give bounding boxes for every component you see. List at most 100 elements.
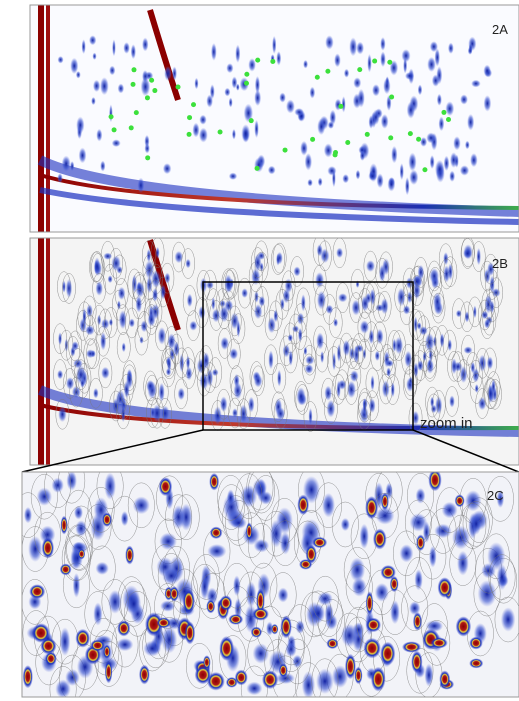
spot (226, 677, 238, 688)
spot (403, 305, 410, 314)
spot (460, 94, 468, 104)
spot (206, 600, 215, 614)
spot (78, 549, 85, 560)
spot (57, 370, 63, 379)
spot (345, 654, 356, 679)
spot (252, 607, 269, 620)
spot (152, 288, 158, 302)
spot (447, 339, 452, 351)
marker (131, 82, 136, 87)
spot (303, 60, 308, 69)
spot (96, 281, 103, 296)
spot (121, 511, 129, 526)
marker (255, 166, 260, 171)
spot (453, 136, 460, 150)
marker (244, 81, 249, 86)
spot (100, 77, 109, 95)
spot (326, 638, 338, 649)
marker (315, 75, 320, 80)
spot (276, 253, 280, 265)
spot (198, 306, 205, 319)
spot (332, 352, 336, 370)
spot (185, 621, 196, 644)
spot (254, 90, 261, 106)
spot (42, 537, 54, 558)
spot (108, 275, 113, 283)
spot (232, 408, 238, 417)
spot (380, 51, 386, 67)
spot (439, 116, 445, 131)
spot (175, 251, 184, 263)
spot (60, 627, 71, 656)
spot (490, 275, 495, 293)
spot (186, 367, 193, 381)
spot (307, 179, 312, 187)
spot (361, 296, 369, 312)
spot (93, 602, 102, 625)
spot (232, 129, 236, 140)
spot (375, 351, 380, 361)
spot (279, 93, 286, 103)
spot (460, 165, 469, 176)
spot (109, 104, 113, 122)
spot (414, 316, 418, 332)
spot (126, 592, 141, 617)
spot (117, 620, 130, 636)
spot (151, 270, 160, 288)
spot (455, 494, 465, 507)
marker (389, 95, 394, 100)
spot (214, 406, 222, 424)
streak (46, 238, 50, 465)
spot (381, 114, 389, 129)
spot (469, 658, 483, 668)
marker (152, 88, 157, 93)
spot (317, 244, 323, 256)
marker (357, 67, 362, 72)
spot (449, 395, 455, 407)
spot (276, 407, 285, 420)
spot (312, 537, 327, 548)
marker (145, 95, 150, 100)
spot (278, 588, 289, 603)
spot (91, 97, 96, 105)
spot (160, 284, 166, 299)
spot (112, 139, 121, 147)
spot (79, 148, 87, 164)
spot (308, 408, 312, 425)
marker (333, 152, 338, 157)
marker (408, 131, 413, 136)
spot (416, 534, 425, 551)
spot (476, 248, 480, 266)
spot (241, 124, 250, 143)
spot (254, 120, 258, 138)
spot (210, 527, 223, 539)
spot (465, 490, 482, 511)
marker (416, 137, 421, 142)
spot (168, 333, 176, 349)
spot (383, 78, 390, 94)
marker (283, 148, 288, 153)
spot (156, 247, 160, 259)
spot (405, 72, 414, 80)
spot (199, 128, 208, 143)
spot (444, 156, 450, 171)
spot (137, 178, 144, 193)
spot (381, 492, 389, 510)
spot (429, 268, 439, 284)
spot (325, 603, 334, 625)
spot (358, 89, 365, 108)
spot (413, 612, 422, 631)
spot (410, 513, 428, 531)
spot (448, 43, 454, 54)
spot (438, 577, 452, 598)
spot (470, 153, 478, 167)
spot (362, 398, 367, 409)
spot (226, 63, 233, 73)
spot (296, 387, 305, 405)
spot (220, 306, 229, 323)
spot (254, 254, 261, 272)
spot (501, 607, 516, 631)
spot (109, 319, 113, 326)
spot (352, 300, 361, 316)
spot (103, 253, 112, 260)
